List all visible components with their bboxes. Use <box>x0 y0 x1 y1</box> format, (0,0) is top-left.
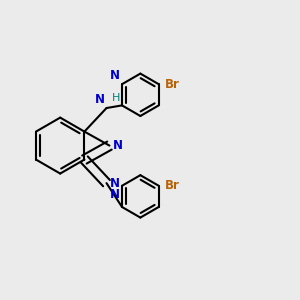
Text: Br: Br <box>165 179 180 192</box>
Text: N: N <box>110 188 120 200</box>
Text: H: H <box>112 93 120 103</box>
Text: N: N <box>110 69 120 82</box>
Text: N: N <box>95 93 105 106</box>
Text: Br: Br <box>165 78 180 91</box>
Text: N: N <box>110 177 120 190</box>
Text: N: N <box>113 139 123 152</box>
